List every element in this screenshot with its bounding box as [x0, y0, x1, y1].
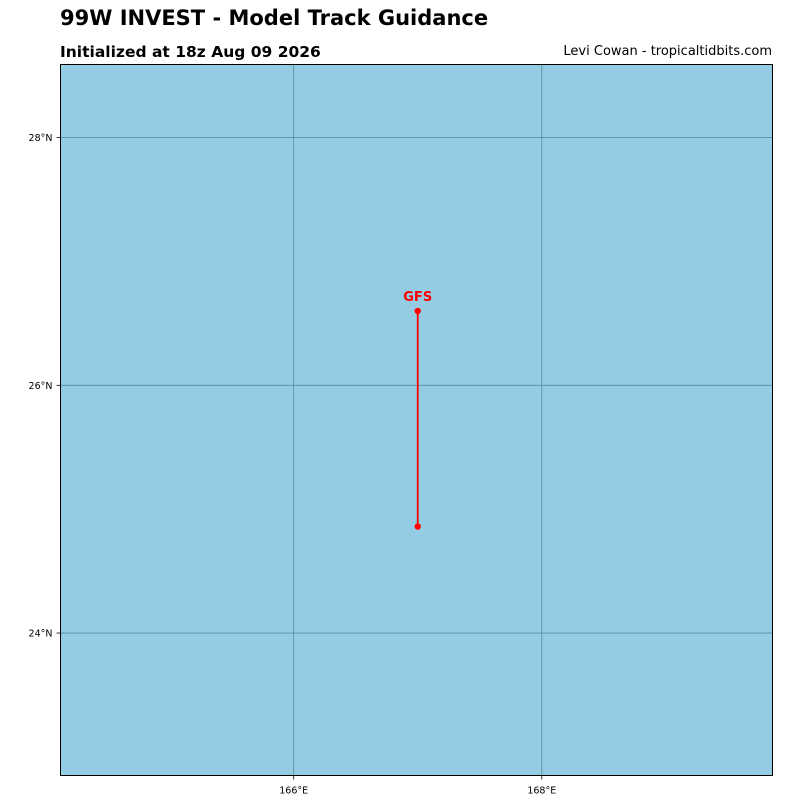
track-point[interactable] — [414, 523, 421, 530]
credit-text: Levi Cowan - tropicaltidbits.com — [563, 44, 772, 59]
lon-tick-label: 166°E — [279, 786, 308, 797]
lon-tick-label: 168°E — [527, 786, 556, 797]
track-label-gfs: GFS — [403, 290, 432, 305]
init-time-subtitle: Initialized at 18z Aug 09 2026 — [60, 43, 321, 61]
lat-tick-label: 24°N — [29, 629, 53, 640]
model-tracks[interactable]: GFS — [403, 290, 432, 530]
chart-title: 99W INVEST - Model Track Guidance — [60, 6, 489, 30]
map-frame — [60, 64, 773, 776]
track-point[interactable] — [414, 307, 421, 315]
graticule — [60, 64, 773, 776]
lat-tick-label: 28°N — [29, 133, 53, 144]
lat-tick-label: 26°N — [29, 381, 53, 392]
ocean-area — [60, 64, 773, 776]
axis-ticks: 166°E 168°E 28°N 26°N 24°N — [29, 133, 557, 796]
